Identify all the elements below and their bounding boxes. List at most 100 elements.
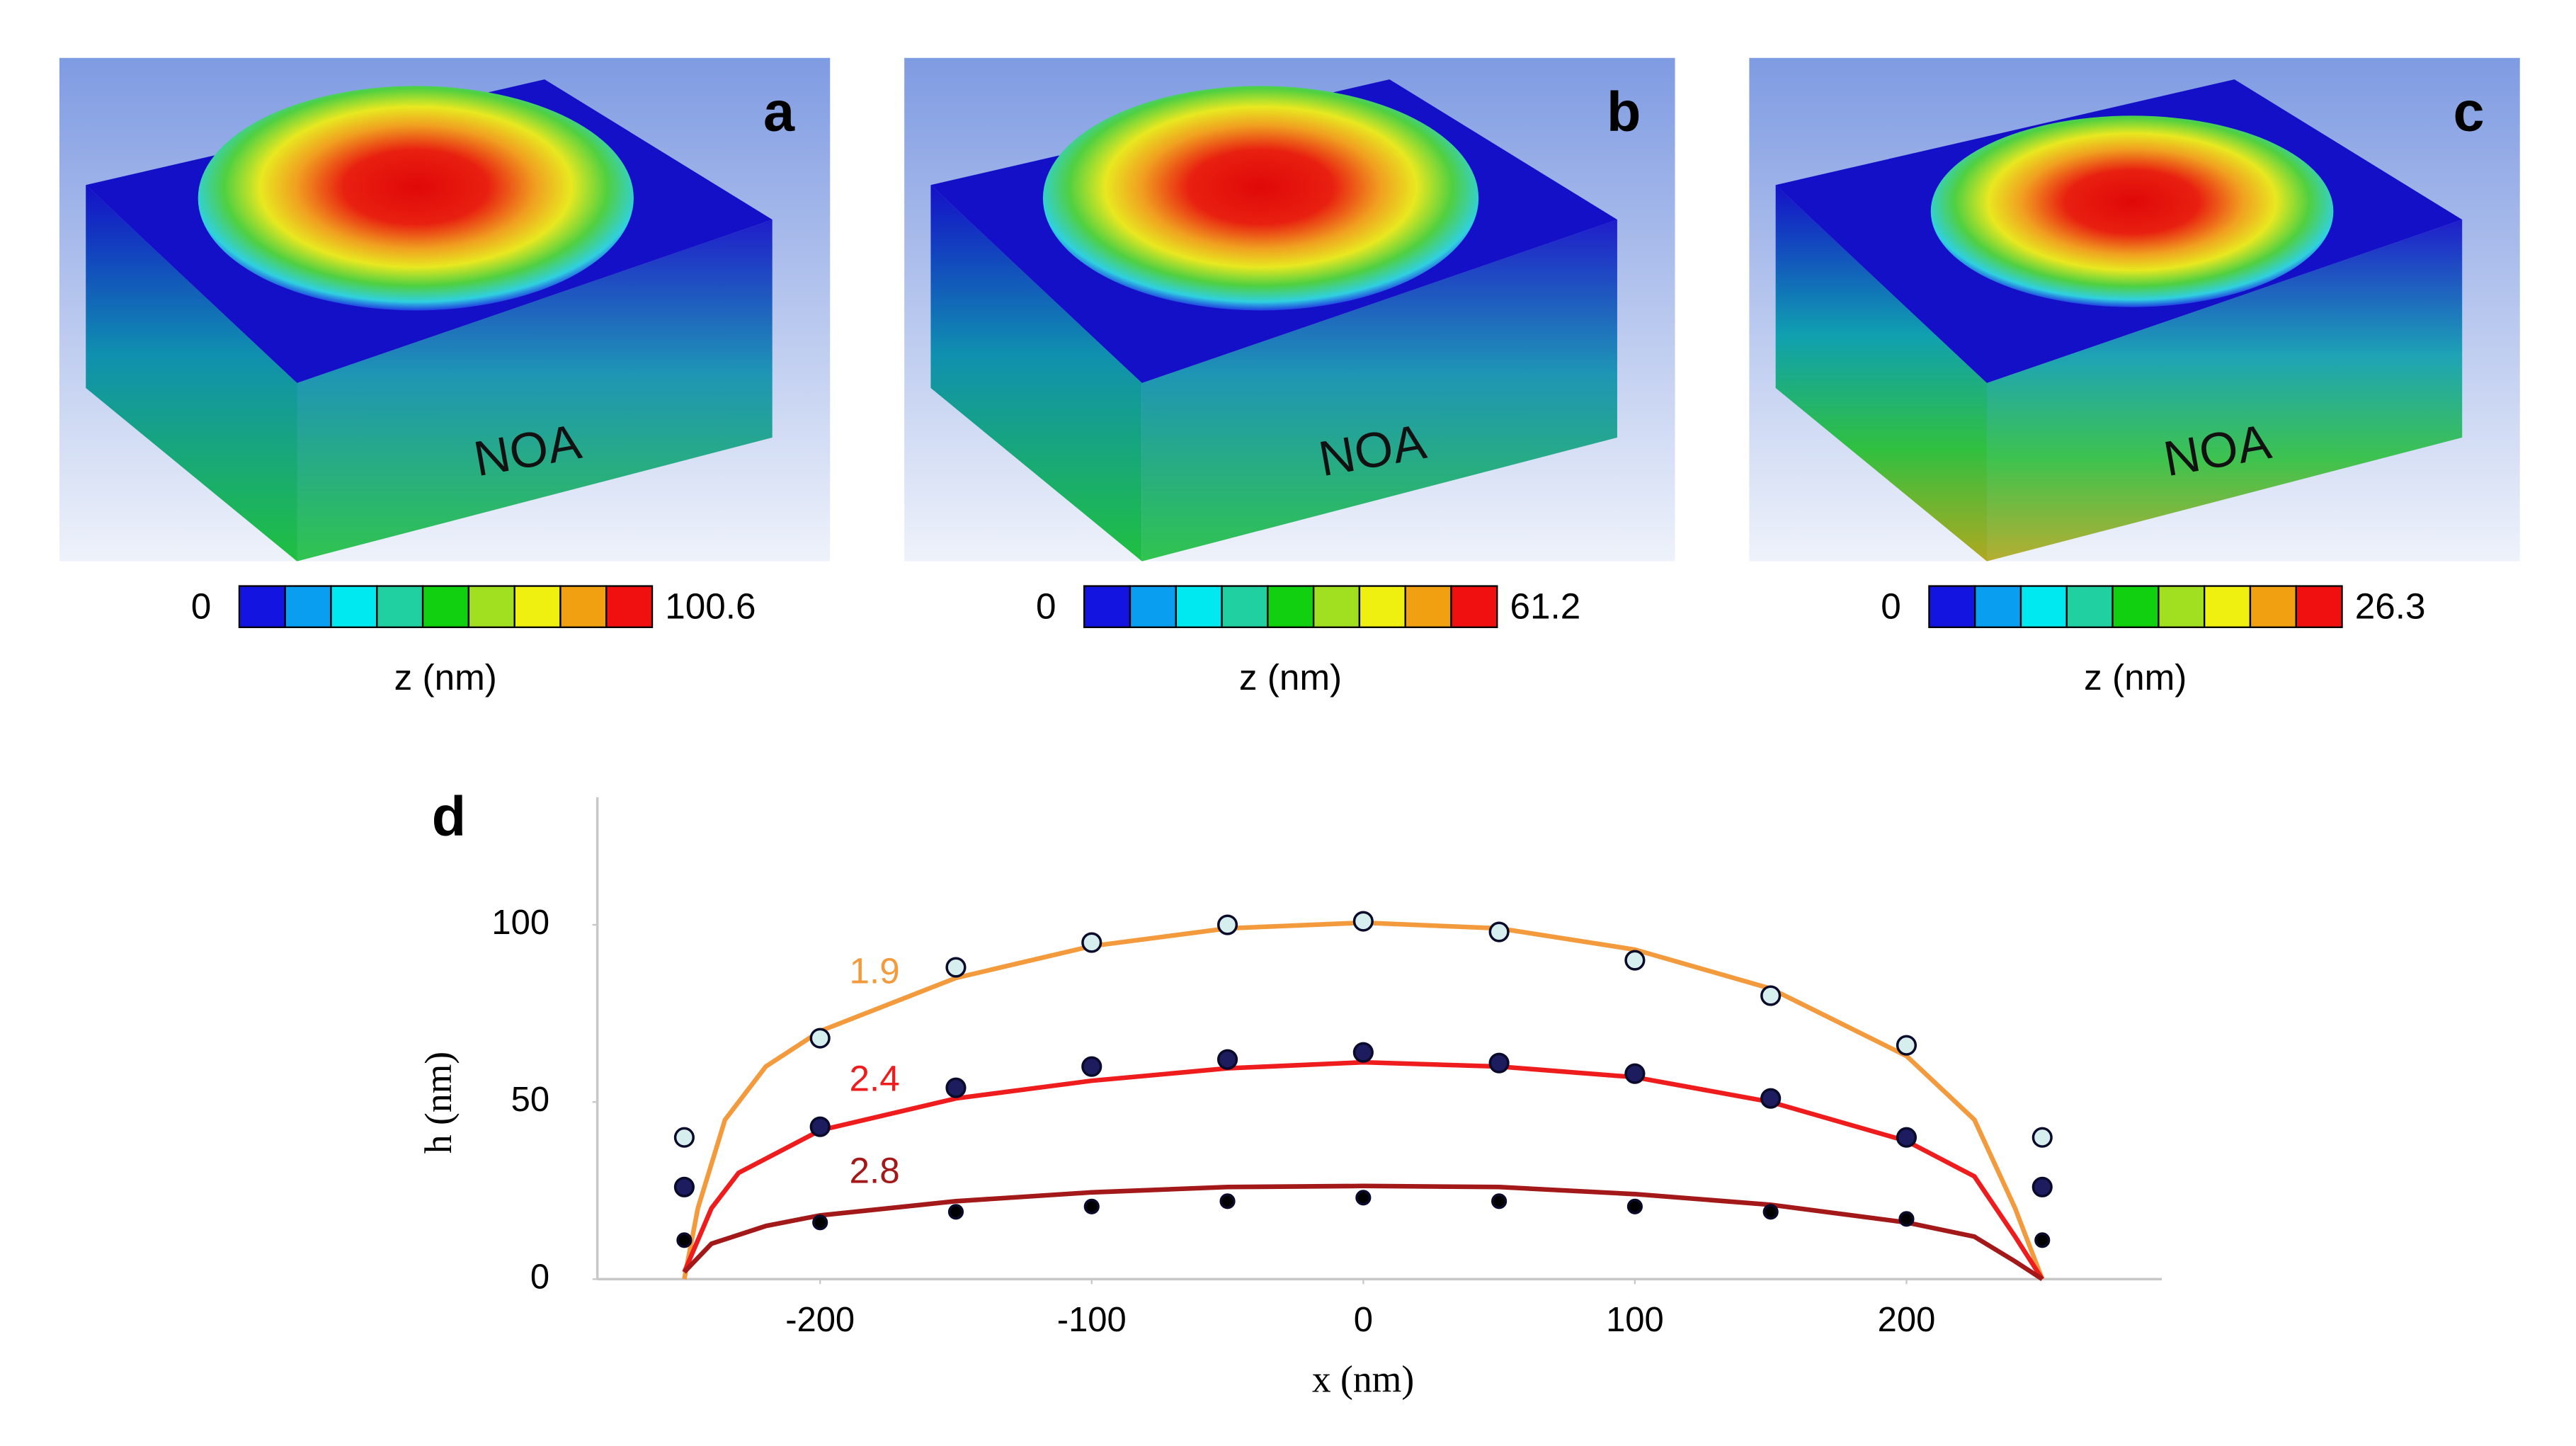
box-left-face (1775, 185, 1987, 562)
colorbar-title: z (nm) (1239, 657, 1342, 698)
colorbar-segment (238, 585, 286, 628)
colorbar-segment (1974, 585, 2022, 628)
box-left-face (86, 185, 297, 562)
data-point (1352, 1042, 1374, 1063)
colorbar-segment (2019, 585, 2068, 628)
colorbar-min: 0 (191, 586, 212, 627)
curve (682, 920, 2045, 1280)
colorbar-segment (605, 585, 654, 628)
dome (1930, 115, 2334, 307)
x-tick-label: 200 (1878, 1301, 1936, 1339)
colorbar-segment (2158, 585, 2206, 628)
colorbar-segment (1928, 585, 1976, 628)
box-left-face (930, 185, 1142, 562)
curve-label: 2.8 (850, 1151, 900, 1191)
data-point (1488, 921, 1510, 943)
data-point (945, 957, 967, 978)
y-axis-title: h (nm) (417, 1052, 460, 1154)
data-point (1216, 1049, 1238, 1070)
y-tick-label: 50 (511, 1081, 549, 1119)
data-point (2034, 1232, 2051, 1248)
data-point (812, 1214, 828, 1231)
box-right-face (1986, 220, 2463, 562)
data-point (1896, 1127, 1917, 1148)
panel-label: b (1607, 79, 1641, 142)
colorbar-max: 100.6 (665, 586, 756, 627)
data-point (1081, 932, 1102, 953)
colorbar-max: 61.2 (1510, 586, 1580, 627)
data-point (1488, 1052, 1510, 1074)
data-point (1352, 911, 1374, 932)
data-point (1626, 1198, 1643, 1214)
data-point (1898, 1211, 1915, 1227)
colorbar-segment (330, 585, 378, 628)
data-point (947, 1204, 964, 1220)
data-point (1760, 985, 1782, 1006)
colorbar-segment (1312, 585, 1361, 628)
panel-label: c (2453, 79, 2484, 142)
dome (198, 86, 634, 311)
data-point (809, 1116, 831, 1137)
data-point (1896, 1035, 1917, 1056)
box-right-face (297, 220, 773, 562)
colorbar-segment (376, 585, 424, 628)
colorbar-segment (2203, 585, 2252, 628)
y-tick-label: 100 (491, 904, 549, 942)
data-point (1219, 1193, 1236, 1209)
x-axis-title: x (nm) (1312, 1358, 1414, 1401)
colorbar-segment (2249, 585, 2297, 628)
colorbar-segment (1358, 585, 1406, 628)
data-point (1083, 1198, 1100, 1214)
colorbar-min: 0 (1036, 586, 1056, 627)
colorbar-segment (2065, 585, 2114, 628)
data-point (1624, 950, 1646, 971)
data-point (945, 1077, 967, 1098)
x-tick-label: 100 (1606, 1301, 1664, 1339)
data-point (1491, 1193, 1508, 1209)
colorbar-segment (1175, 585, 1223, 628)
colorbar-segment (421, 585, 470, 628)
colorbar-segment (559, 585, 608, 628)
colorbar-segment (1450, 585, 1498, 628)
colorbar-segment (1221, 585, 1269, 628)
panel-label: d (432, 784, 466, 847)
data-point (676, 1232, 693, 1248)
data-point (1355, 1190, 1372, 1206)
curve-label: 2.4 (850, 1058, 900, 1098)
colorbar-title: z (nm) (394, 657, 497, 698)
colorbar-segment (1083, 585, 1132, 628)
data-point (2031, 1127, 2053, 1148)
data-point (1760, 1088, 1782, 1109)
colorbar-segment (2295, 585, 2343, 628)
colorbar-segment (513, 585, 562, 628)
colorbar-segment (467, 585, 515, 628)
data-point (673, 1127, 695, 1148)
curve (683, 1183, 2044, 1282)
data-point (1081, 1056, 1102, 1077)
colorbar-segment (284, 585, 332, 628)
data-point (1216, 914, 1238, 935)
data-point (673, 1176, 695, 1197)
data-point (1624, 1063, 1646, 1084)
data-point (809, 1027, 831, 1049)
colorbar-segment (1267, 585, 1315, 628)
colorbar-min: 0 (1881, 586, 1901, 627)
colorbar-max: 26.3 (2355, 586, 2426, 627)
box-right-face (1141, 220, 1617, 562)
x-tick-label: -200 (785, 1301, 855, 1339)
panel-label: a (763, 79, 795, 142)
colorbar-segment (1404, 585, 1452, 628)
data-point (1762, 1204, 1779, 1220)
x-tick-label: -100 (1057, 1301, 1127, 1339)
colorbar-title: z (nm) (2084, 657, 2187, 698)
colorbar-segment (1129, 585, 1177, 628)
curve-label: 1.9 (850, 950, 900, 991)
dome (1042, 86, 1479, 311)
data-point (2031, 1176, 2053, 1197)
y-tick-label: 0 (530, 1258, 549, 1296)
